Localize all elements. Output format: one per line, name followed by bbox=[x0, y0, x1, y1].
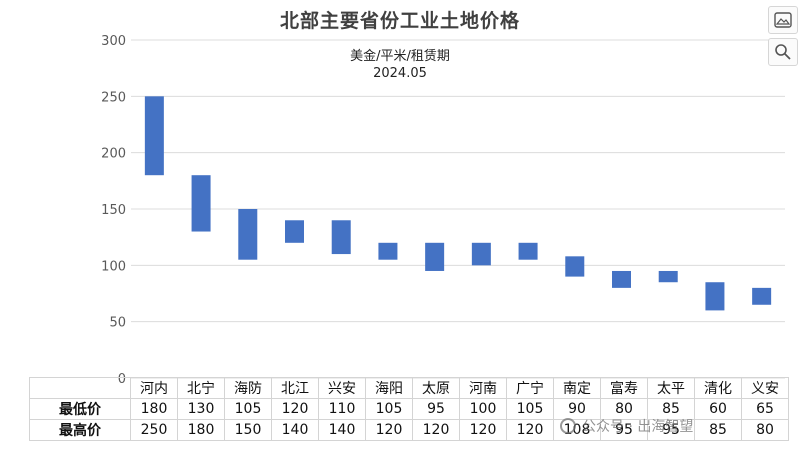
table-row-min-price: 最低价 180 130 105 120 110 105 95 100 105 90 80 85 60 65 bbox=[29, 398, 789, 420]
category-label: 北宁 bbox=[177, 377, 225, 399]
category-label: 兴安 bbox=[318, 377, 366, 399]
min-price-value: 110 bbox=[318, 398, 366, 420]
range-bar bbox=[144, 96, 164, 176]
range-bar bbox=[471, 242, 491, 266]
gridlines bbox=[131, 39, 785, 379]
wechat-icon bbox=[560, 418, 576, 434]
category-label: 富寿 bbox=[600, 377, 648, 399]
table-row-max-price: 最高价 250 180 150 140 140 120 120 120 120 108 95 95 85 8… bbox=[29, 419, 789, 441]
watermark-text: 公众号 · 出海智望 bbox=[582, 419, 694, 435]
min-price-value: 105 bbox=[224, 398, 272, 420]
min-price-value: 105 bbox=[506, 398, 554, 420]
range-bar bbox=[658, 270, 678, 283]
range-bar bbox=[331, 220, 351, 255]
max-price-value: 120 bbox=[459, 419, 507, 441]
min-price-value: 120 bbox=[271, 398, 319, 420]
chart-subtitle: 美金/平米/租赁期 2024.05 bbox=[310, 48, 490, 82]
y-tick-label: 150 bbox=[101, 203, 126, 218]
max-price-value: 140 bbox=[271, 419, 319, 441]
category-label: 太平 bbox=[647, 377, 695, 399]
y-tick-label: 100 bbox=[101, 259, 126, 274]
row-header-max-price: 最高价 bbox=[29, 419, 131, 441]
category-label: 北江 bbox=[271, 377, 319, 399]
max-price-value: 95 bbox=[647, 419, 695, 441]
max-price-value: 120 bbox=[506, 419, 554, 441]
range-bar bbox=[285, 220, 304, 243]
category-label: 广宁 bbox=[506, 377, 554, 399]
range-bar bbox=[518, 242, 538, 260]
category-label: 太原 bbox=[412, 377, 460, 399]
y-tick-label: 50 bbox=[109, 316, 126, 331]
range-bar bbox=[191, 175, 211, 232]
category-label: 河南 bbox=[459, 377, 507, 399]
y-tick-label: 200 bbox=[101, 147, 126, 162]
subtitle-unit: 美金/平米/租赁期 bbox=[350, 49, 450, 64]
min-price-value: 100 bbox=[459, 398, 507, 420]
max-price-value: 95 bbox=[600, 419, 648, 441]
min-price-value: 180 bbox=[130, 398, 178, 420]
category-label: 义安 bbox=[741, 377, 789, 399]
category-label: 清化 bbox=[694, 377, 742, 399]
search-icon bbox=[775, 44, 791, 60]
max-price-value: 85 bbox=[694, 419, 742, 441]
range-bar bbox=[612, 270, 631, 288]
min-price-value: 130 bbox=[177, 398, 225, 420]
range-bar bbox=[378, 242, 398, 260]
row-header-min-price: 最低价 bbox=[29, 398, 131, 420]
max-price-value: 80 bbox=[741, 419, 789, 441]
subtitle-date: 2024.05 bbox=[373, 66, 427, 81]
min-price-value: 65 bbox=[741, 398, 789, 420]
chart-title: 北部主要省份工业土地价格 bbox=[279, 10, 520, 32]
range-bar bbox=[752, 287, 772, 305]
min-price-value: 105 bbox=[365, 398, 413, 420]
max-price-value: 150 bbox=[224, 419, 272, 441]
category-label: 南定 bbox=[553, 377, 601, 399]
search-button[interactable] bbox=[768, 38, 798, 66]
range-bar bbox=[425, 242, 445, 271]
category-label: 河内 bbox=[130, 377, 178, 399]
bars bbox=[144, 96, 772, 311]
image-icon bbox=[774, 12, 792, 28]
range-bar bbox=[238, 209, 258, 260]
category-label: 海防 bbox=[224, 377, 272, 399]
max-price-value: 140 bbox=[318, 419, 366, 441]
watermark: 公众号 · 出海智望 bbox=[560, 416, 693, 436]
y-tick-label: 300 bbox=[101, 34, 126, 49]
max-price-value: 250 bbox=[130, 419, 178, 441]
data-table: 河内 北宁 海防 北江 兴安 海阳 太原 河南 广宁 南定 富寿 太平 清化 义安 最低价 180 130 10… bbox=[29, 377, 789, 441]
max-price-value: 120 bbox=[412, 419, 460, 441]
table-corner-cell bbox=[29, 377, 131, 399]
max-price-value: 120 bbox=[365, 419, 413, 441]
max-price-value: 180 bbox=[177, 419, 225, 441]
min-price-value: 60 bbox=[694, 398, 742, 420]
y-tick-label: 250 bbox=[101, 90, 126, 105]
min-price-value: 95 bbox=[412, 398, 460, 420]
table-row-categories: 河内 北宁 海防 北江 兴安 海阳 太原 河南 广宁 南定 富寿 太平 清化 义安 bbox=[29, 377, 789, 399]
range-bar bbox=[565, 256, 585, 277]
category-label: 海阳 bbox=[365, 377, 413, 399]
image-button[interactable] bbox=[768, 6, 798, 34]
range-bar bbox=[705, 282, 725, 311]
